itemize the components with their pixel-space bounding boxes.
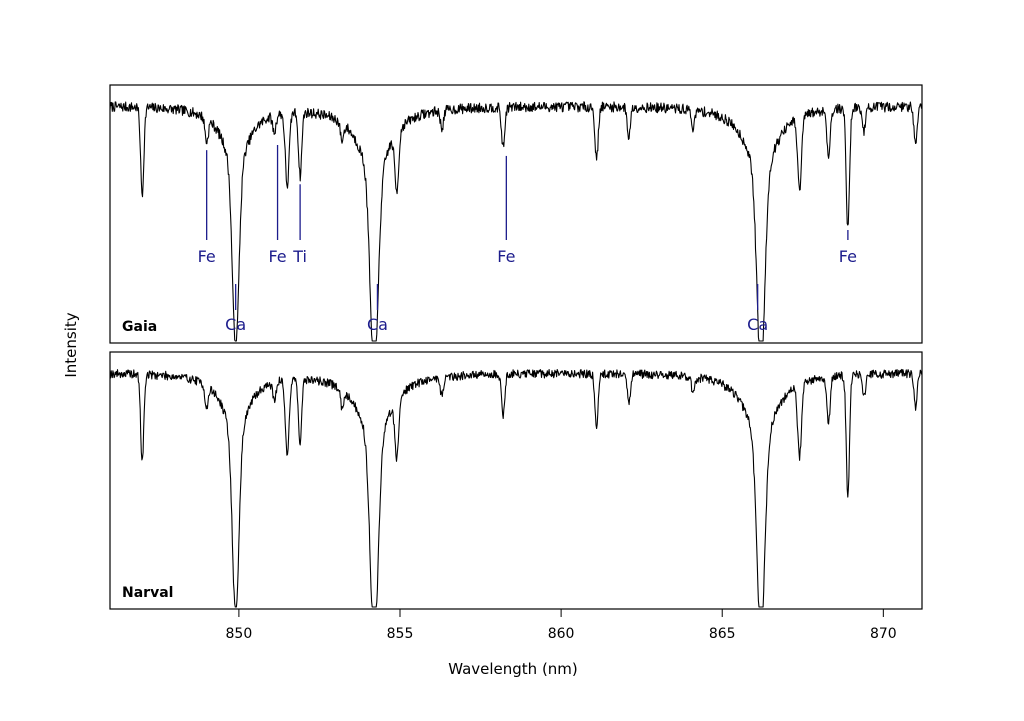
- x-tick-label: 860: [548, 626, 575, 642]
- panel-narval: Narval: [109, 351, 923, 610]
- panels: Gaia Fe Ca Fe Ti Ca Fe Ca Fe Narval: [109, 84, 923, 610]
- marker-label: Ti: [292, 247, 307, 266]
- y-axis-label: Intensity: [62, 312, 80, 377]
- narval-frame: [109, 351, 923, 610]
- line-marker-gaia-fe: Fe: [497, 155, 515, 266]
- x-tick-label: 850: [226, 626, 253, 642]
- line-marker-gaia-fe: Fe: [198, 150, 216, 266]
- line-marker-gaia-fe: Fe: [268, 145, 287, 266]
- panel-gaia: Gaia Fe Ca Fe Ti Ca Fe Ca Fe: [109, 84, 923, 344]
- marker-label: Fe: [839, 247, 857, 266]
- marker-label: Fe: [268, 247, 286, 266]
- marker-label: Ca: [367, 315, 388, 334]
- x-tick-label: 865: [709, 626, 736, 642]
- x-axis: 850 855 860 865 870: [226, 609, 897, 642]
- line-marker-gaia-ca: Ca: [225, 284, 246, 334]
- line-marker-gaia-fe: Fe: [839, 230, 857, 266]
- x-tick-label: 870: [870, 626, 897, 642]
- line-marker-gaia-ca: Ca: [367, 284, 388, 334]
- x-axis-label: Wavelength (nm): [448, 660, 578, 678]
- line-marker-gaia-ca: Ca: [747, 284, 768, 334]
- marker-label: Fe: [497, 247, 515, 266]
- gaia-spectrum-line: [109, 101, 923, 342]
- gaia-panel-label: Gaia: [122, 319, 157, 335]
- narval-panel-label: Narval: [122, 585, 173, 601]
- gaia-frame: [109, 84, 923, 344]
- marker-label: Ca: [225, 315, 246, 334]
- marker-label: Ca: [747, 315, 768, 334]
- marker-label: Fe: [198, 247, 216, 266]
- line-marker-gaia-ti: Ti: [292, 184, 307, 266]
- x-tick-label: 855: [387, 626, 414, 642]
- narval-spectrum-line: [109, 368, 923, 608]
